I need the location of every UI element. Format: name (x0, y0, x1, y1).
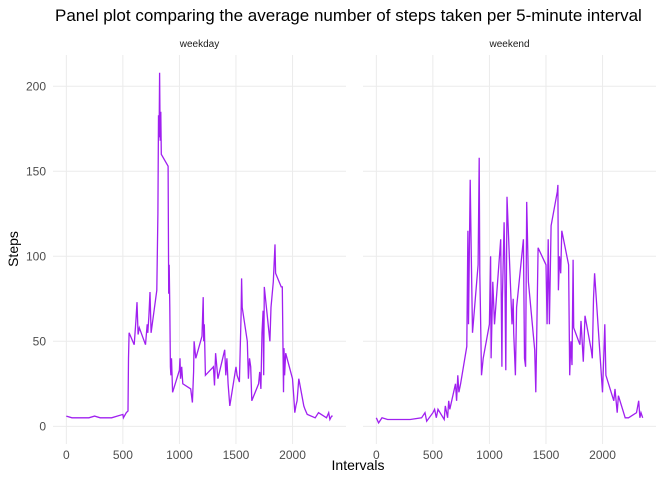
x-tick-label: 1000 (166, 448, 193, 462)
y-tick-label: 150 (26, 164, 46, 178)
facet-label: weekday (179, 39, 219, 50)
x-tick-label: 2000 (279, 448, 306, 462)
line (375, 157, 644, 425)
facet-label: weekend (488, 39, 529, 50)
y-tick-label: 0 (39, 419, 46, 433)
x-tick-label: 500 (113, 448, 133, 462)
chart-title: Panel plot comparing the average number … (55, 6, 642, 25)
line (66, 72, 333, 422)
x-tick-label: 0 (373, 448, 380, 462)
y-tick-label: 50 (33, 334, 47, 348)
x-tick-label: 500 (423, 448, 443, 462)
x-tick-label: 1500 (223, 448, 250, 462)
x-axis-label: Intervals (332, 457, 385, 473)
y-tick-label: 200 (26, 79, 46, 93)
x-tick-label: 2000 (589, 448, 616, 462)
x-tick-label: 1000 (476, 448, 503, 462)
x-tick-label: 1500 (533, 448, 560, 462)
y-tick-label: 100 (26, 249, 46, 263)
x-tick-label: 0 (63, 448, 70, 462)
y-axis-label: Steps (5, 231, 21, 267)
